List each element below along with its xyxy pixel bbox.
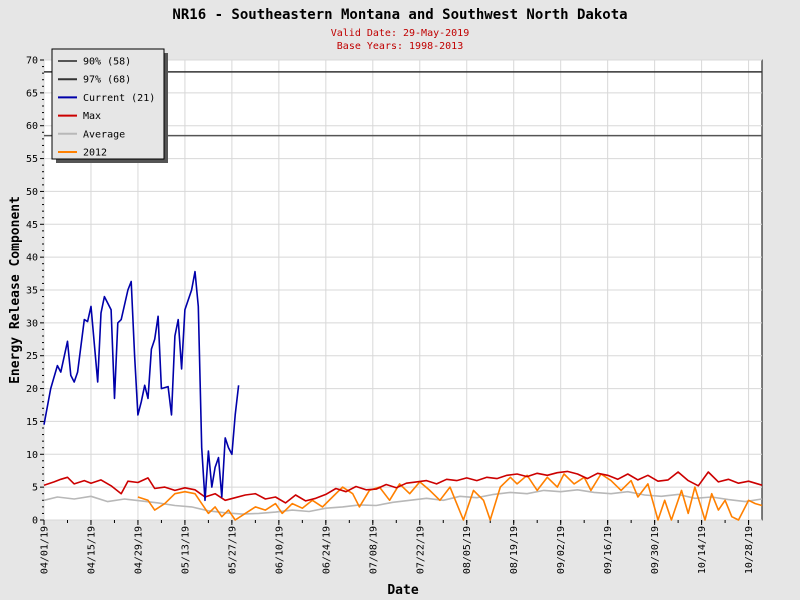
legend: 90% (58) 97% (68) Current (21) Max Average 20… — [51, 48, 168, 163]
x-tick-label: 07/08/19 — [368, 526, 379, 574]
y-axis-label: Energy Release Component — [8, 196, 23, 384]
chart-subtitle-valid-date: Valid Date: 29-May-2019 — [331, 28, 469, 39]
x-tick-label: 08/05/19 — [462, 526, 473, 574]
legend-label-average: Average — [83, 129, 125, 140]
y-tick-label: 15 — [26, 417, 38, 428]
x-tick-label: 09/02/19 — [556, 526, 567, 574]
y-tick-label: 45 — [26, 220, 38, 231]
y-axis: 0 5 10 15 20 25 30 35 40 45 50 55 60 65 70 — [26, 56, 44, 527]
x-tick-label: 05/27/19 — [227, 526, 238, 574]
chart-title: NR16 - Southeastern Montana and Southwes… — [172, 7, 627, 23]
legend-label-current-21: Current (21) — [83, 93, 155, 104]
y-tick-label: 30 — [26, 318, 38, 329]
y-tick-label: 10 — [26, 450, 38, 461]
x-tick-label: 04/29/19 — [133, 526, 144, 574]
chart-subtitle-base-years: Base Years: 1998-2013 — [337, 41, 463, 52]
x-tick-label: 04/15/19 — [86, 526, 97, 574]
x-axis: 04/01/19 04/15/19 04/29/19 05/13/19 05/27/19… — [40, 520, 755, 574]
x-axis-label: Date — [387, 583, 418, 598]
x-tick-label: 06/10/19 — [274, 526, 285, 574]
x-tick-label: 10/28/19 — [744, 526, 755, 574]
y-tick-label: 20 — [26, 384, 38, 395]
y-tick-label: 50 — [26, 187, 38, 198]
series-line-2012 — [137, 473, 763, 521]
y-tick-label: 40 — [26, 253, 38, 264]
legend-box — [51, 48, 165, 160]
x-tick-label: 08/19/19 — [509, 526, 520, 574]
x-tick-label: 06/24/19 — [321, 526, 332, 574]
series-line-average — [43, 488, 763, 515]
x-tick-label: 09/30/19 — [650, 526, 661, 574]
y-tick-label: 5 — [32, 483, 38, 494]
x-tick-label: 07/22/19 — [415, 526, 426, 574]
y-tick-label: 55 — [26, 154, 38, 165]
y-tick-label: 25 — [26, 351, 38, 362]
y-tick-label: 0 — [32, 516, 38, 527]
x-tick-label: 09/16/19 — [603, 526, 614, 574]
legend-label-90-58: 90% (58) — [83, 57, 131, 68]
y-tick-label: 35 — [26, 286, 38, 297]
x-tick-label: 05/13/19 — [180, 526, 191, 574]
legend-label-max: Max — [83, 111, 101, 122]
y-tick-label: 60 — [26, 121, 38, 132]
series-line-current-21 — [43, 270, 240, 502]
series-lines — [43, 270, 763, 521]
series-line-max — [43, 470, 763, 504]
y-tick-label: 65 — [26, 88, 38, 99]
legend-label-2012: 2012 — [83, 148, 107, 159]
x-tick-label: 10/14/19 — [697, 526, 708, 574]
legend-label-97-68: 97% (68) — [83, 75, 131, 86]
x-tick-label: 04/01/19 — [40, 526, 51, 574]
y-tick-label: 70 — [26, 56, 38, 67]
